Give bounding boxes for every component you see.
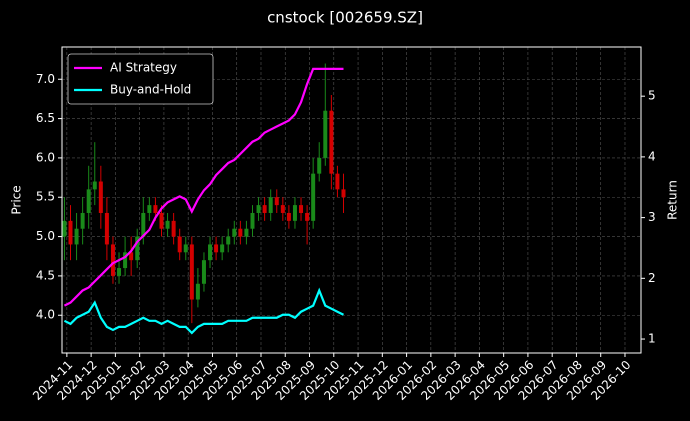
candle-body [208,244,213,261]
candle-body [141,212,146,237]
candle-body [232,228,237,237]
candle-body [80,212,85,229]
y-tick-label: 5.0 [36,229,55,243]
candle-body [220,244,225,253]
y2-tick-label: 2 [648,271,656,285]
candle-body [268,197,273,213]
candle-body [250,212,255,229]
candle-body [238,228,243,237]
candle-body [135,236,140,261]
y2-axis-label: Return [666,180,680,220]
legend-label: AI Strategy [110,61,177,75]
y-axis-label: Price [10,185,24,214]
line-series [63,67,344,307]
candle-body [171,220,176,237]
line-series [63,287,344,335]
y-tick-label: 5.5 [36,190,55,204]
candle-body [68,220,73,245]
candle-body [189,244,194,300]
y-tick-label: 6.5 [36,111,55,125]
candle-body [98,181,103,213]
candle-body [147,205,152,213]
candle-body [92,181,97,190]
candle-body [117,268,122,276]
candle-body [62,220,67,237]
candle-body [129,252,134,261]
candle-body [226,236,231,245]
y2-tick-label: 5 [648,89,656,103]
candle-body [74,228,79,245]
candle-body [317,157,322,174]
candle-body [123,252,128,269]
y-tick-label: 7.0 [36,72,55,86]
candle-body [280,205,285,213]
candle-body [195,283,200,300]
candle-body [335,173,340,190]
legend-box [67,53,214,105]
legend-label: Buy-and-Hold [110,83,191,97]
candle-body [256,205,261,213]
candle-body [110,244,115,276]
y-tick-label: 4.5 [36,268,55,282]
candle-body [86,189,91,213]
candle-body [323,110,328,158]
y-tick-label: 4.0 [36,308,55,322]
candle-body [183,244,188,253]
candle-body [165,220,170,229]
candle-body [153,205,158,213]
candle-body [159,212,164,229]
candle-body [341,189,346,198]
candle-body [299,205,304,213]
candle-body [329,110,334,174]
candle-body [201,260,206,284]
candle-body [214,244,219,253]
candle-body [244,228,249,237]
plot-frame [61,46,642,354]
y2-tick-label: 3 [648,210,656,224]
y2-tick-label: 1 [648,332,656,346]
candle-body [104,212,109,245]
candle-body [292,205,297,221]
candle-body [311,173,316,221]
candle-body [305,212,310,221]
candle-body [286,212,291,221]
candle-body [274,197,279,206]
y-tick-label: 6.0 [36,150,55,164]
candle-body [262,205,267,213]
chart-title: cnstock [002659.SZ] [267,9,423,27]
y2-tick-label: 4 [648,149,656,163]
candle-body [177,236,182,253]
